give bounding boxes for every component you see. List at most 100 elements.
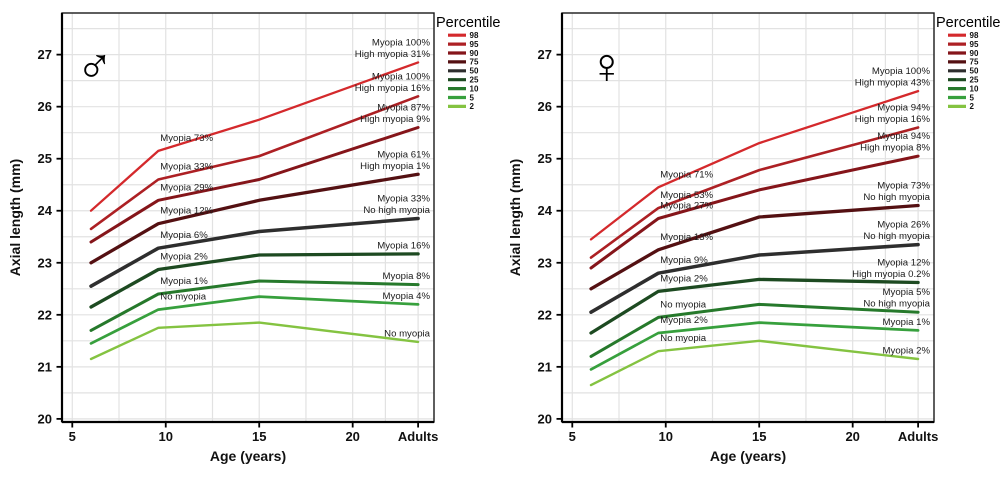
male-percentile-line-95 <box>89 95 420 231</box>
female-percentile-line-75 <box>589 203 920 291</box>
male-y-tick-26: 26 <box>38 99 52 114</box>
male-legend-item-90: 90 <box>448 49 479 58</box>
svg-text:No high myopia: No high myopia <box>863 192 930 203</box>
female-percentile-line-90 <box>589 154 920 270</box>
male-legend-item-50: 50 <box>448 67 479 76</box>
female-tick-marks <box>556 53 920 428</box>
female-percentile-lines <box>589 89 920 387</box>
male-end-annotation-5: Myopia 4% <box>383 291 431 302</box>
male-x-tick-Adults: Adults <box>398 429 438 444</box>
female-x-tick-Adults: Adults <box>898 429 938 444</box>
male-x-tick-15: 15 <box>252 429 266 444</box>
svg-text:25: 25 <box>470 76 479 85</box>
svg-text:90: 90 <box>470 49 479 58</box>
female-y-axis-title: Axial length (mm) <box>507 159 523 276</box>
female-legend-item-98: 98 <box>948 31 979 40</box>
svg-text:90: 90 <box>970 49 979 58</box>
female-legend-item-90: 90 <box>948 49 979 58</box>
male-mid-annotation-95: Myopia 33% <box>160 162 213 173</box>
svg-text:Myopia 26%: Myopia 26% <box>877 220 930 231</box>
svg-text:Myopia 12%: Myopia 12% <box>877 258 930 269</box>
female-legend-item-75: 75 <box>948 58 979 67</box>
male-end-annotation-95: Myopia 100%High myopia 16% <box>355 71 431 94</box>
female-y-tick-25: 25 <box>538 151 552 166</box>
female-y-tick-21: 21 <box>538 359 552 374</box>
female-annotations: Myopia 71%Myopia 100%High myopia 43%Myop… <box>660 66 930 356</box>
female-mid-annotation-90: Myopia 27% <box>660 201 713 212</box>
male-percentile-line-25 <box>89 252 420 309</box>
svg-text:Myopia 61%: Myopia 61% <box>377 149 430 160</box>
male-percentile-line-5 <box>89 295 420 345</box>
svg-text:Myopia 2%: Myopia 2% <box>883 346 931 357</box>
male-mid-annotation-5: No myopia <box>160 292 207 303</box>
male-legend-item-5: 5 <box>448 93 475 102</box>
male-legend-item-95: 95 <box>448 40 479 49</box>
svg-text:25: 25 <box>970 76 979 85</box>
svg-text:High myopia 1%: High myopia 1% <box>360 161 430 172</box>
male-percentile-line-2 <box>89 321 420 361</box>
female-legend-item-5: 5 <box>948 93 975 102</box>
male-end-annotation-10: Myopia 8% <box>383 271 431 282</box>
male-y-tick-25: 25 <box>38 151 52 166</box>
svg-text:Myopia 33%: Myopia 33% <box>377 194 430 205</box>
svg-text:High myopia 9%: High myopia 9% <box>360 114 430 125</box>
female-mid-annotation-5: Myopia 2% <box>660 315 708 326</box>
male-y-tick-23: 23 <box>38 255 52 270</box>
svg-text:95: 95 <box>970 40 979 49</box>
svg-text:No high myopia: No high myopia <box>863 231 930 242</box>
female-end-annotation-2: Myopia 2% <box>883 346 931 357</box>
male-mid-annotation-75: Myopia 12% <box>160 206 213 217</box>
male-end-annotation-2: No myopia <box>384 328 431 339</box>
svg-text:Myopia 100%: Myopia 100% <box>372 37 431 48</box>
female-gridlines <box>562 13 934 422</box>
female-legend-title: Percentile <box>936 15 1000 31</box>
female-legend-item-25: 25 <box>948 76 979 85</box>
male-end-annotation-50: Myopia 33%No high myopia <box>363 194 430 217</box>
female-legend-item-10: 10 <box>948 84 979 93</box>
male-chart-panel: 5 10 15 20 Adults 20 21 22 23 24 25 26 27 Age (years)… <box>7 12 500 464</box>
svg-text:Myopia 5%: Myopia 5% <box>883 287 931 298</box>
svg-text:2: 2 <box>970 102 975 111</box>
svg-text:50: 50 <box>970 67 979 76</box>
female-x-axis-title: Age (years) <box>710 448 786 464</box>
female-end-annotation-98: Myopia 100%High myopia 43% <box>855 66 931 89</box>
male-y-tick-21: 21 <box>38 359 52 374</box>
svg-text:No high myopia: No high myopia <box>863 299 930 310</box>
female-y-tick-22: 22 <box>538 307 552 322</box>
female-end-annotation-25: Myopia 12%High myopia 0.2% <box>852 258 930 281</box>
female-y-tick-23: 23 <box>538 255 552 270</box>
male-gridlines <box>62 13 434 422</box>
svg-text:Myopia 4%: Myopia 4% <box>383 291 431 302</box>
female-gender-symbol-icon: ♀ <box>588 38 626 94</box>
male-end-annotation-98: Myopia 100%High myopia 31% <box>355 37 431 60</box>
male-legend-item-25: 25 <box>448 76 479 85</box>
male-x-axis-title: Age (years) <box>210 448 286 464</box>
svg-text:High myopia 0.2%: High myopia 0.2% <box>852 269 930 280</box>
male-percentile-line-90 <box>89 126 420 244</box>
male-x-tick-10: 10 <box>159 429 173 444</box>
male-mid-annotation-98: Myopia 73% <box>160 133 213 144</box>
male-y-tick-20: 20 <box>38 411 52 426</box>
male-end-annotation-90: Myopia 87%High myopia 9% <box>360 102 430 125</box>
male-percentile-line-50 <box>89 216 420 288</box>
male-y-tick-22: 22 <box>38 307 52 322</box>
female-mid-annotation-75: Myopia 13% <box>660 232 713 243</box>
svg-text:75: 75 <box>970 58 979 67</box>
svg-text:Myopia 16%: Myopia 16% <box>377 240 430 251</box>
male-mid-annotation-50: Myopia 6% <box>160 230 208 241</box>
svg-text:10: 10 <box>470 84 479 93</box>
female-percentile-line-5 <box>589 321 920 371</box>
svg-text:High myopia 16%: High myopia 16% <box>355 83 431 94</box>
female-legend-item-2: 2 <box>948 102 975 111</box>
female-y-tick-27: 27 <box>538 47 552 62</box>
svg-text:2: 2 <box>470 102 475 111</box>
svg-text:10: 10 <box>970 84 979 93</box>
male-axis-lines <box>60 13 434 424</box>
male-legend-item-10: 10 <box>448 84 479 93</box>
female-mid-annotation-10: No myopia <box>660 299 707 310</box>
female-end-annotation-95: Myopia 94%High myopia 16% <box>855 102 931 125</box>
male-mid-annotation-10: Myopia 1% <box>160 276 208 287</box>
